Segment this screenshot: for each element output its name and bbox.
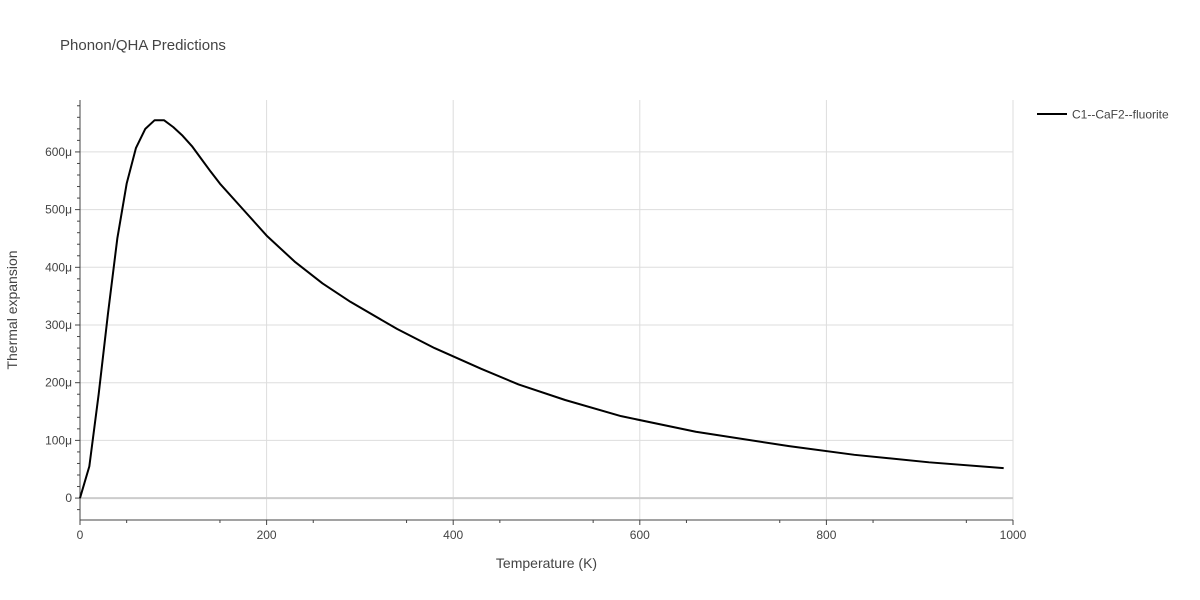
series-layer [79, 119, 1004, 499]
series-line [79, 119, 1004, 499]
y-tick-label: 500μ [45, 203, 72, 217]
y-tick-label: 300μ [45, 318, 72, 332]
chart-title: Phonon/QHA Predictions [60, 37, 226, 54]
x-tick-label: 600 [630, 528, 650, 542]
x-tick-label: 400 [443, 528, 463, 542]
y-tick-label: 400μ [45, 260, 72, 274]
x-tick-label: 1000 [1000, 528, 1027, 542]
x-axis-title: Temperature (K) [496, 555, 597, 571]
y-axis-title: Thermal expansion [4, 250, 20, 369]
x-tick-label: 800 [816, 528, 836, 542]
y-tick-label: 0 [65, 491, 72, 505]
legend[interactable]: C1--CaF2--fluorite [1037, 108, 1169, 122]
x-tick-label: 200 [257, 528, 277, 542]
x-tick-label: 0 [77, 528, 84, 542]
axes: 0 200 400 600 800 1000 0 100μ 200μ 300μ 400μ 500μ 60… [45, 100, 1027, 542]
legend-label: C1--CaF2--fluorite [1072, 108, 1169, 122]
y-tick-label: 200μ [45, 376, 72, 390]
grid [80, 100, 1014, 520]
y-tick-label: 100μ [45, 433, 72, 447]
y-tick-label: 600μ [45, 145, 72, 159]
